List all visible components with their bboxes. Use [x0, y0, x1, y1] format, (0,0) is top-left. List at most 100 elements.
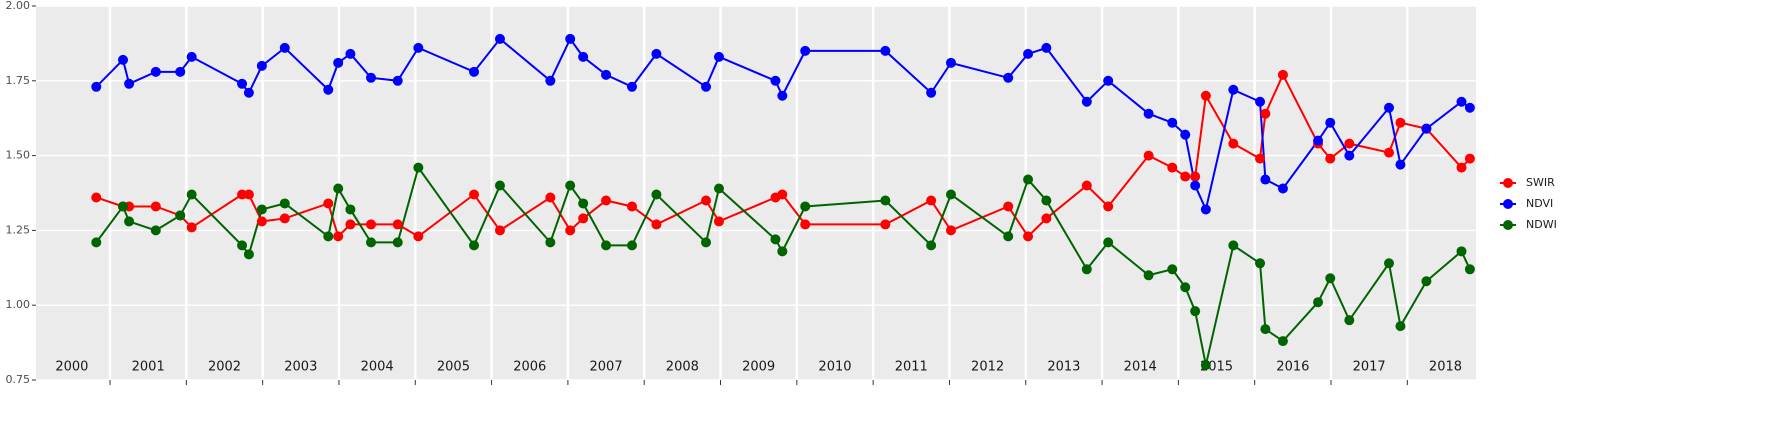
data-point [413, 162, 424, 173]
data-point [366, 237, 377, 248]
data-point [770, 234, 781, 245]
data-point [323, 84, 334, 95]
data-point [1325, 117, 1336, 128]
data-point [1041, 213, 1052, 224]
data-point [1103, 75, 1114, 86]
y-tick-label: 1.75 [6, 74, 31, 87]
data-point [494, 225, 505, 236]
data-point [651, 189, 662, 200]
data-point [777, 90, 788, 101]
legend-label: NDWI [1526, 218, 1557, 231]
legend-label: SWIR [1526, 176, 1555, 189]
data-point [150, 225, 161, 236]
x-tick-label: 2016 [1276, 360, 1309, 375]
data-point [333, 57, 344, 68]
data-point [601, 69, 612, 80]
data-point [626, 201, 637, 212]
data-point [1180, 129, 1191, 140]
data-point [601, 240, 612, 251]
data-point [345, 219, 356, 230]
data-point [1255, 258, 1266, 269]
data-point [545, 237, 556, 248]
data-point [117, 201, 128, 212]
data-point [880, 219, 891, 230]
data-point [1143, 150, 1154, 161]
data-point [1023, 231, 1034, 242]
data-point [1200, 204, 1211, 215]
x-tick-label: 2009 [742, 360, 775, 375]
data-point [413, 42, 424, 53]
data-point [1277, 336, 1288, 347]
data-point [1344, 138, 1355, 149]
data-point [1344, 150, 1355, 161]
data-point [256, 216, 267, 227]
data-point [333, 231, 344, 242]
legend-key-point [1503, 220, 1513, 230]
data-point [1081, 180, 1092, 191]
data-point [91, 237, 102, 248]
data-point [469, 189, 480, 200]
data-point [1167, 162, 1178, 173]
data-point [1041, 195, 1052, 206]
data-point [1228, 84, 1239, 95]
data-point [1313, 135, 1324, 146]
data-point [1456, 246, 1467, 257]
data-point [1255, 153, 1266, 164]
data-point [701, 237, 712, 248]
data-point [243, 189, 254, 200]
data-point [945, 189, 956, 200]
data-point [1143, 270, 1154, 281]
data-point [800, 219, 811, 230]
data-point [1228, 138, 1239, 149]
x-tick-label: 2012 [971, 360, 1004, 375]
y-tick-label: 1.50 [6, 149, 31, 162]
data-point [469, 66, 480, 77]
data-point [1395, 117, 1406, 128]
data-point [713, 216, 724, 227]
data-point [1003, 72, 1014, 83]
data-point [1421, 276, 1432, 287]
y-tick-label: 1.00 [6, 298, 31, 311]
x-tick-label: 2018 [1429, 360, 1462, 375]
data-point [256, 204, 267, 215]
data-point [323, 231, 334, 242]
data-point [545, 75, 556, 86]
data-point [237, 189, 248, 200]
data-point [1180, 282, 1191, 293]
data-point [186, 189, 197, 200]
data-point [186, 222, 197, 233]
data-point [926, 87, 937, 98]
data-point [124, 78, 135, 89]
x-tick-label: 2007 [590, 360, 623, 375]
data-point [345, 204, 356, 215]
data-point [279, 213, 290, 224]
data-point [777, 189, 788, 200]
data-point [926, 195, 937, 206]
data-point [713, 51, 724, 62]
data-point [1464, 264, 1475, 275]
data-point [1384, 102, 1395, 113]
data-point [243, 249, 254, 260]
y-tick-label: 2.00 [6, 0, 31, 12]
x-tick-label: 2005 [437, 360, 470, 375]
data-point [578, 198, 589, 209]
data-point [1325, 273, 1336, 284]
data-point [1395, 159, 1406, 170]
data-point [1344, 315, 1355, 326]
data-point [1384, 258, 1395, 269]
data-point [1395, 321, 1406, 332]
x-tick-label: 2006 [513, 360, 546, 375]
data-point [333, 183, 344, 194]
y-tick-label: 1.25 [6, 223, 31, 236]
data-point [880, 45, 891, 56]
data-point [1190, 171, 1201, 182]
data-point [1456, 162, 1467, 173]
data-point [1167, 117, 1178, 128]
data-point [1200, 90, 1211, 101]
data-point [175, 66, 186, 77]
data-point [494, 33, 505, 44]
data-point [601, 195, 612, 206]
data-point [777, 246, 788, 257]
data-point [392, 75, 403, 86]
